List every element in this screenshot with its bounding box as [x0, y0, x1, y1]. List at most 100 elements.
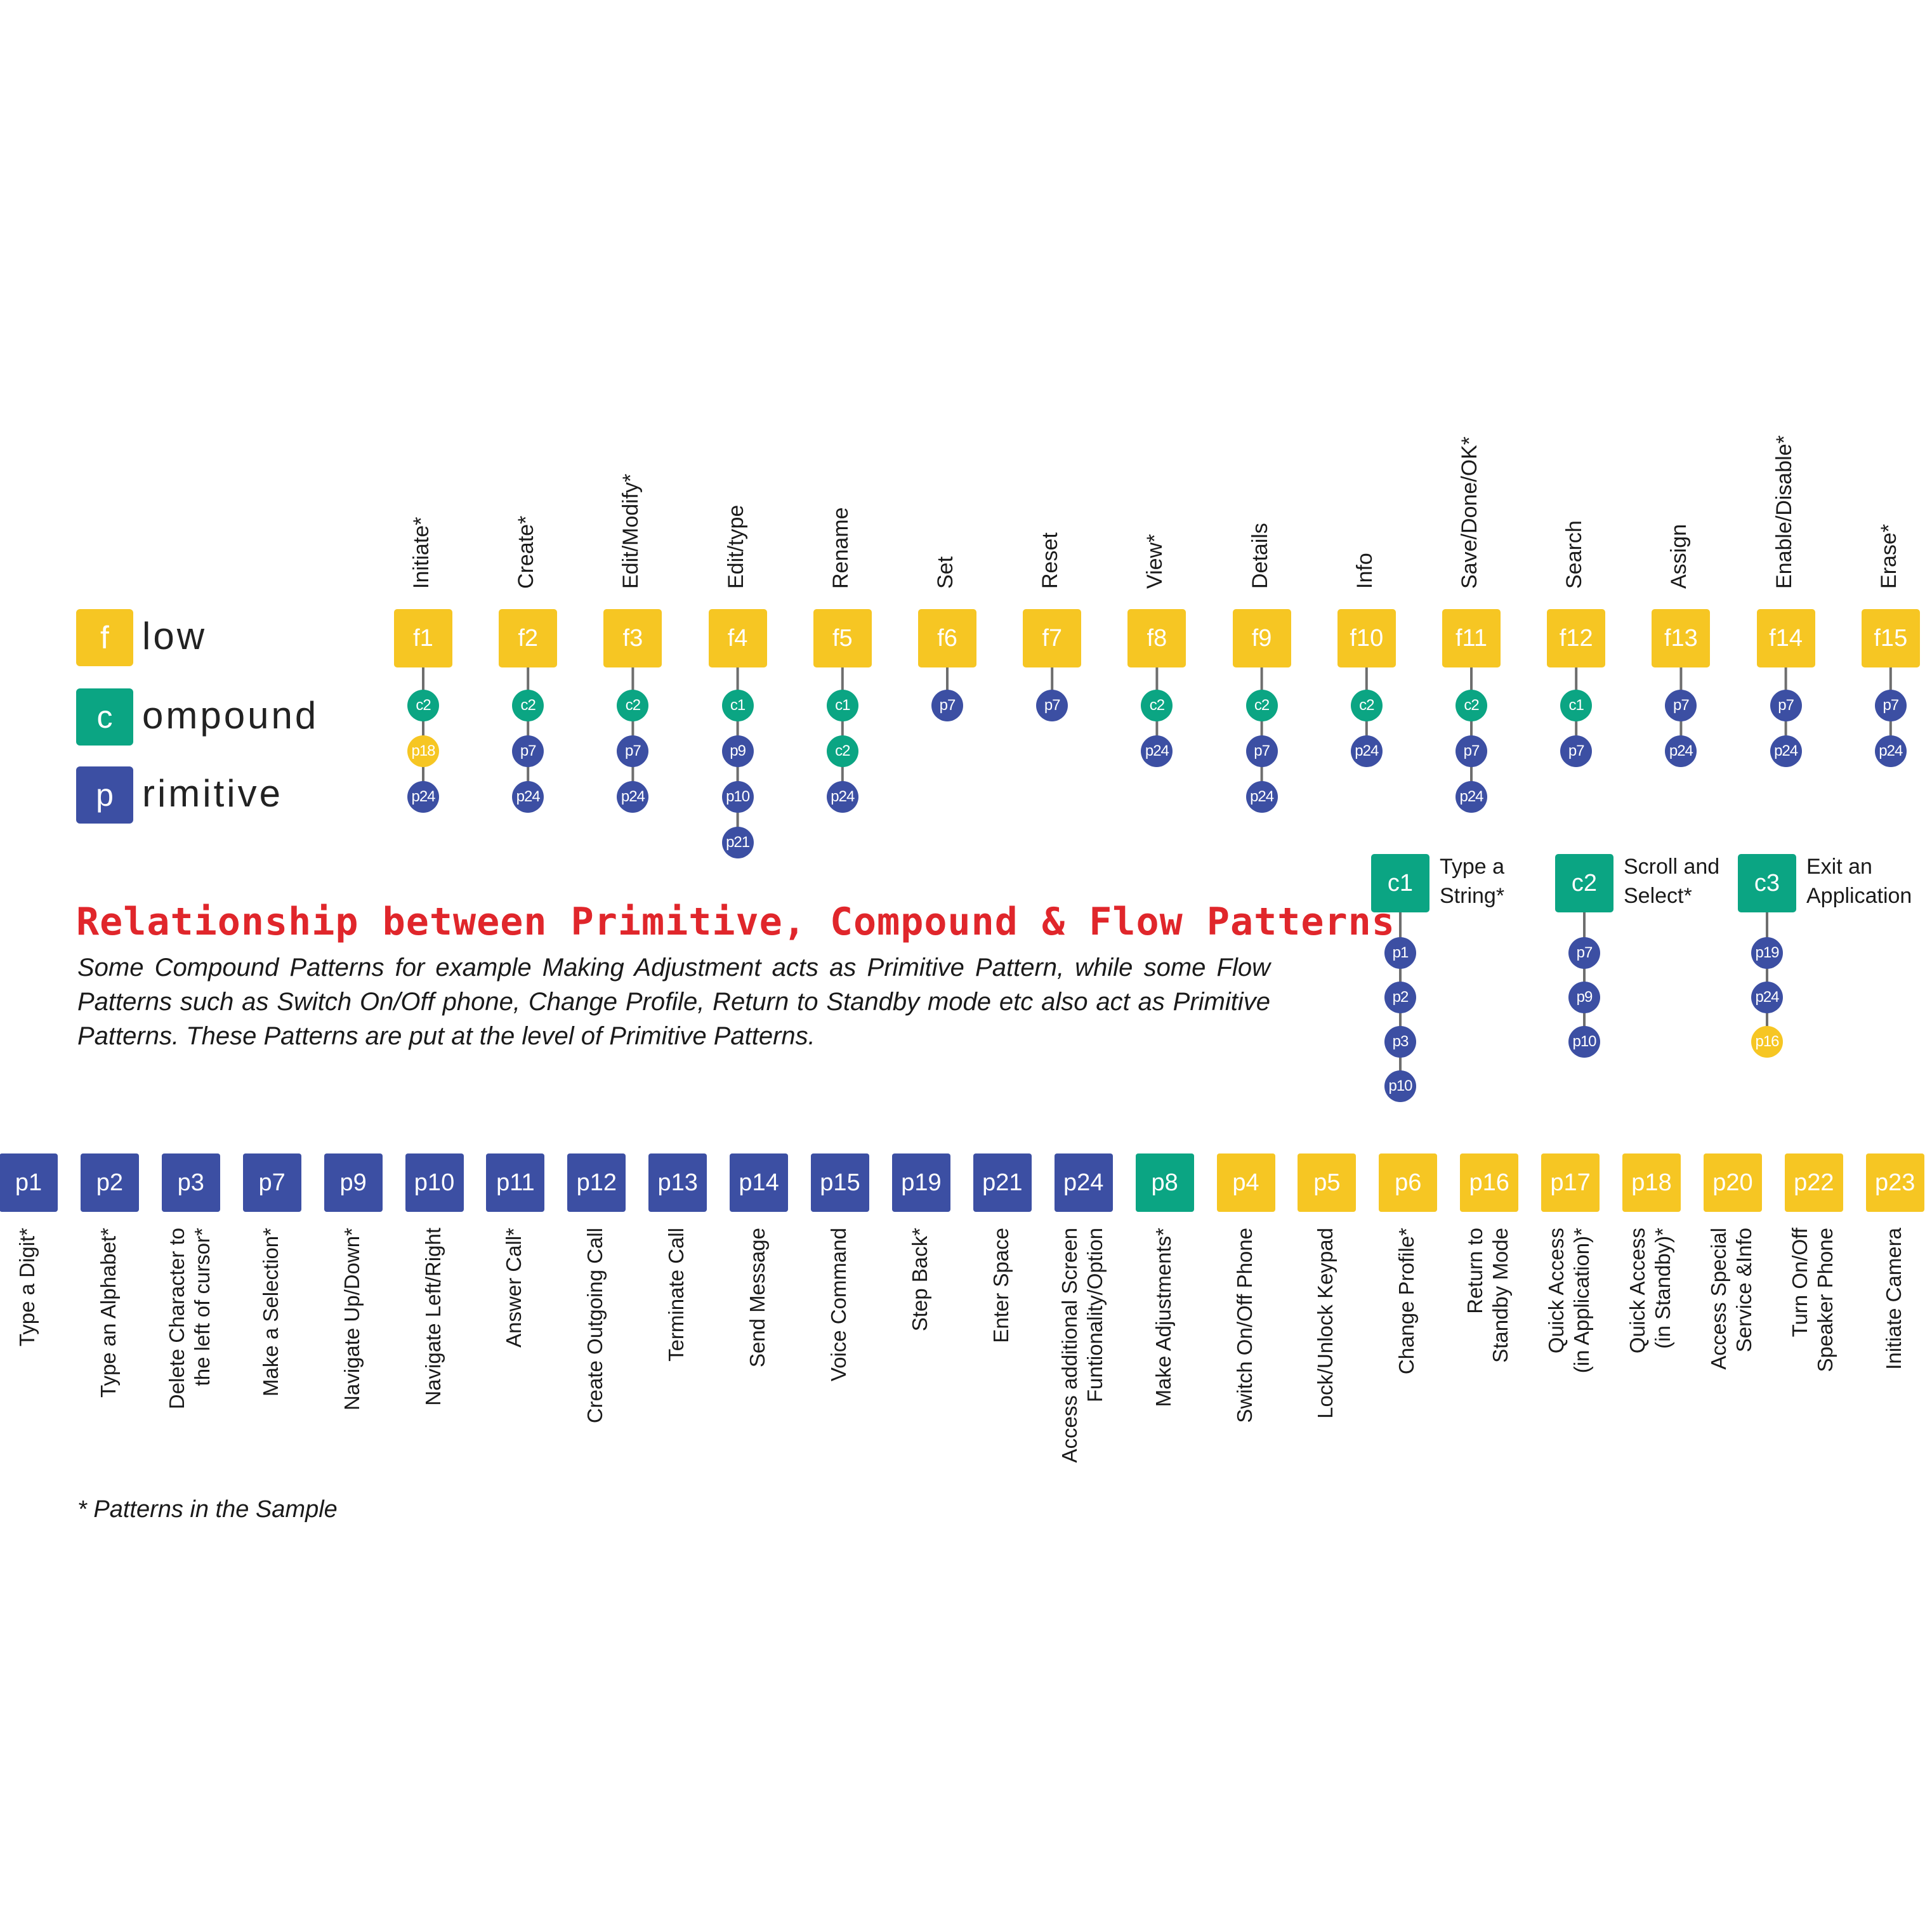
node-p9: p9 [1568, 982, 1600, 1013]
primitive-box-p14: p14 [730, 1153, 789, 1212]
primitive-label-line: (in Standby)* [1651, 1228, 1675, 1349]
primitive-box-p10: p10 [405, 1153, 464, 1212]
primitive-label-line: Return to [1463, 1228, 1487, 1314]
flow-box-f12: f12 [1547, 609, 1606, 667]
node-p24: p24 [1141, 735, 1173, 767]
node-p19: p19 [1751, 937, 1783, 969]
node-c1: c1 [826, 690, 858, 721]
primitive-label-p7: Make a Selection* [258, 1228, 284, 1396]
primitive-box-p17: p17 [1541, 1153, 1600, 1212]
primitive-label-line: (in Application)* [1570, 1228, 1594, 1374]
primitive-label-p24: Access additional Screen Funtionality/Opt… [1057, 1228, 1108, 1463]
primitive-label-line: Send Message [746, 1228, 770, 1368]
primitive-box-p8: p8 [1135, 1153, 1194, 1212]
node-c2: c2 [1350, 690, 1383, 721]
compound-label-c1: Type a String* [1440, 853, 1504, 911]
node-p7: p7 [1245, 735, 1278, 767]
flow-label-f10: Info [1352, 553, 1377, 589]
primitive-label-line: Lock/Unlock Keypad [1313, 1228, 1337, 1419]
flow-label-f3: Edit/Modify* [619, 473, 643, 589]
flow-label-f4: Edit/type [723, 504, 748, 589]
node-p24: p24 [1751, 982, 1783, 1013]
primitive-label-p22: Turn On/Off Speaker Phone [1787, 1228, 1839, 1372]
primitive-label-line: Service &Info [1732, 1228, 1756, 1353]
flow-label-f6: Set [933, 556, 957, 589]
flow-box-f8: f8 [1127, 609, 1186, 667]
node-c2: c2 [1141, 690, 1173, 721]
node-p7: p7 [1560, 735, 1593, 767]
legend-word-primitive: rimitive [142, 772, 283, 815]
node-p18: p18 [407, 735, 439, 767]
primitive-label-line: Navigate Up/Down* [339, 1228, 364, 1410]
primitive-label-line: Access additional Screen [1057, 1228, 1081, 1463]
flow-box-f2: f2 [499, 609, 558, 667]
compound-box-c3: c3 [1738, 854, 1796, 912]
node-p16: p16 [1751, 1026, 1783, 1058]
flow-box-f5: f5 [813, 609, 872, 667]
legend-word-compound: ompound [142, 694, 319, 737]
flow-box-f15: f15 [1861, 609, 1920, 667]
node-c2: c2 [407, 690, 439, 721]
node-p24: p24 [617, 781, 649, 813]
flow-label-f9: Details [1247, 523, 1272, 589]
node-p24: p24 [1874, 735, 1907, 767]
flow-label-f14: Enable/Disable* [1771, 435, 1796, 589]
node-p24: p24 [1665, 735, 1697, 767]
flow-label-f12: Search [1562, 520, 1587, 589]
primitive-box-p1: p1 [0, 1153, 58, 1212]
primitive-label-p8: Make Adjustments* [1151, 1228, 1176, 1407]
primitive-box-p15: p15 [811, 1153, 869, 1212]
flow-label-f13: Assign [1667, 523, 1692, 589]
node-p10: p10 [1568, 1026, 1600, 1058]
primitive-box-p21: p21 [973, 1153, 1032, 1212]
primitive-label-p16: Return to Standby Mode [1462, 1228, 1514, 1363]
flow-box-f7: f7 [1023, 609, 1082, 667]
node-p7: p7 [1770, 690, 1802, 721]
primitive-label-p14: Send Message [745, 1228, 770, 1367]
compound-label-c3: Exit an Application [1806, 853, 1912, 911]
node-p7: p7 [1874, 690, 1907, 721]
primitive-label-line: Quick Access [1544, 1228, 1568, 1354]
compound-box-c1: c1 [1371, 854, 1429, 912]
node-p24: p24 [1350, 735, 1383, 767]
node-c2: c2 [512, 690, 544, 721]
primitive-label-p13: Terminate Call [664, 1228, 689, 1362]
primitive-label-line: the left of cursor* [190, 1228, 214, 1386]
node-p24: p24 [1770, 735, 1802, 767]
flow-box-f9: f9 [1232, 609, 1291, 667]
flow-label-f5: Rename [828, 507, 853, 589]
node-c2: c2 [1245, 690, 1278, 721]
primitive-box-p11: p11 [486, 1153, 545, 1212]
primitive-label-p2: Type an Alphabet* [96, 1228, 121, 1398]
primitive-label-p10: Navigate Left/Right [421, 1228, 446, 1406]
node-c2: c2 [617, 690, 649, 721]
diagram-title: Relationship between Primitive, Compound… [76, 900, 1395, 944]
primitive-label-p20: Access Special Service &Info [1706, 1228, 1758, 1370]
flow-label-f8: View* [1143, 534, 1167, 589]
primitive-box-p4: p4 [1216, 1153, 1275, 1212]
node-p7: p7 [931, 690, 963, 721]
primitive-label-p21: Enter Space [989, 1228, 1014, 1343]
primitive-label-p12: Create Outgoing Call [582, 1228, 608, 1423]
primitive-label-p5: Lock/Unlock Keypad [1313, 1228, 1338, 1419]
legend-word-flow: low [142, 615, 207, 657]
flow-label-f15: Erase* [1876, 523, 1901, 589]
primitive-label-line: Delete Character to [164, 1228, 188, 1410]
diagram-description: Some Compound Patterns for example Makin… [77, 954, 1270, 1050]
node-c2: c2 [1456, 690, 1487, 721]
legend-swatch-flow: f [76, 609, 133, 666]
node-c1: c1 [721, 690, 754, 721]
primitive-label-line: Switch On/Off Phone [1232, 1228, 1256, 1423]
primitive-box-p23: p23 [1865, 1153, 1924, 1212]
node-p10: p10 [1384, 1070, 1416, 1102]
primitive-label-line: Step Back* [907, 1228, 931, 1332]
primitive-label-p6: Change Profile* [1394, 1228, 1419, 1374]
primitive-box-p12: p12 [567, 1153, 626, 1212]
primitive-box-p18: p18 [1622, 1153, 1681, 1212]
primitive-label-p17: Quick Access (in Application)* [1544, 1228, 1595, 1373]
primitive-box-p13: p13 [648, 1153, 707, 1212]
flow-box-f1: f1 [394, 609, 452, 667]
node-p7: p7 [1036, 690, 1068, 721]
node-p24: p24 [826, 781, 858, 813]
